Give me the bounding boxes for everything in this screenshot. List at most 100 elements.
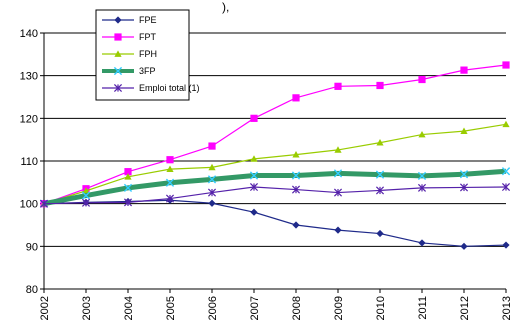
data-point-2012 [459,170,469,179]
data-point-2011 [417,183,427,192]
data-point-2009 [334,82,342,90]
data-point-2010 [375,186,385,195]
x-tick-label-2010: 2010 [375,296,387,320]
series-fph [40,120,510,207]
legend-item: 3FP [102,66,156,76]
series-fpe [40,196,510,250]
data-point-2011 [418,239,426,247]
data-point-2004 [124,173,132,180]
chart-title-fragment: ), [222,0,229,14]
legend-label: FPE [139,15,157,25]
x-tick-label-2013: 2013 [501,296,510,320]
data-point-2005 [166,165,174,172]
data-point-2004 [124,168,132,176]
y-tick-label-120: 120 [20,113,38,125]
data-point-2010 [376,229,384,238]
x-tick-label-2011: 2011 [417,296,429,320]
y-tick-label-80: 80 [26,284,38,296]
legend-marker [113,83,123,93]
data-point-2012 [459,183,469,192]
x-tick-label-2005: 2005 [165,296,177,320]
data-point-2003 [82,187,90,194]
x-tick-label-2006: 2006 [207,296,219,320]
data-point-2005 [166,156,174,164]
data-point-2012 [460,66,468,74]
series-3fp [39,167,510,208]
legend-item: Emploi total (1) [102,83,200,93]
data-point-2008 [291,171,301,180]
legend-label: FPT [139,32,157,42]
series-fpt [40,61,510,208]
legend-item: FPH [102,49,157,59]
y-tick-label-110: 110 [20,156,38,168]
x-tick-label-2007: 2007 [249,296,261,320]
data-point-2002 [39,199,49,208]
legend-marker [113,66,123,76]
legend: FPE FPT FPH 3FP Emploi total (1) [95,9,200,101]
data-point-2009 [333,169,343,178]
x-axis-ticks: 2002 2003 2004 2005 2006 2007 2008 2009 2010 2011… [39,289,510,320]
series-line [43,168,507,207]
data-point-2008 [292,94,300,102]
data-point-2004 [123,183,133,192]
data-point-2008 [292,151,300,158]
legend-item: FPT [102,32,157,42]
series-emploi-total-1- [39,183,510,208]
data-point-2011 [418,75,426,84]
data-point-2013 [502,61,510,69]
x-tick-label-2003: 2003 [81,296,93,320]
data-point-2006 [208,199,216,207]
data-point-2003 [81,198,91,207]
legend-marker [114,16,122,24]
data-point-2010 [376,81,384,90]
data-point-2008 [291,185,301,194]
series-lines [39,61,510,250]
legend-label: Emploi total (1) [139,83,200,93]
y-tick-label-130: 130 [20,71,38,83]
data-point-2011 [418,130,426,138]
data-point-2006 [208,142,216,150]
data-point-2007 [249,183,259,192]
legend-marker [114,33,122,41]
data-point-2013 [501,183,510,192]
legend-marker [114,50,122,57]
data-point-2010 [375,170,385,179]
data-point-2009 [334,226,342,234]
data-point-2007 [249,171,259,180]
x-tick-label-2004: 2004 [123,296,135,320]
data-point-2003 [81,191,91,200]
data-point-2006 [207,175,217,184]
data-point-2008 [292,221,300,229]
data-point-2005 [165,194,175,203]
data-point-2006 [207,188,217,197]
data-point-2013 [501,167,510,176]
legend-item: FPE [102,15,157,25]
x-tick-label-2008: 2008 [291,296,303,320]
legend-box [95,9,190,101]
data-point-2010 [376,139,384,146]
legend-label: 3FP [139,66,156,76]
data-point-2006 [208,163,216,171]
data-point-2005 [165,178,175,187]
data-point-2012 [460,242,468,250]
series-line [43,199,507,247]
y-tick-label-140: 140 [20,28,38,40]
data-point-2011 [417,171,427,181]
data-point-2004 [123,198,133,207]
x-tick-label-2012: 2012 [459,296,471,320]
data-point-2009 [333,188,343,197]
data-point-2007 [250,155,258,162]
data-point-2012 [460,127,468,135]
data-point-2013 [502,120,510,128]
series-line [43,123,507,205]
series-line [43,186,507,205]
data-point-2007 [250,208,258,216]
y-tick-label-100: 100 [20,199,38,211]
data-point-2007 [250,114,258,122]
series-line [43,64,507,205]
x-tick-label-2009: 2009 [333,296,345,320]
x-tick-label-2002: 2002 [39,296,51,320]
data-point-2009 [334,146,342,153]
data-point-2013 [502,241,510,249]
